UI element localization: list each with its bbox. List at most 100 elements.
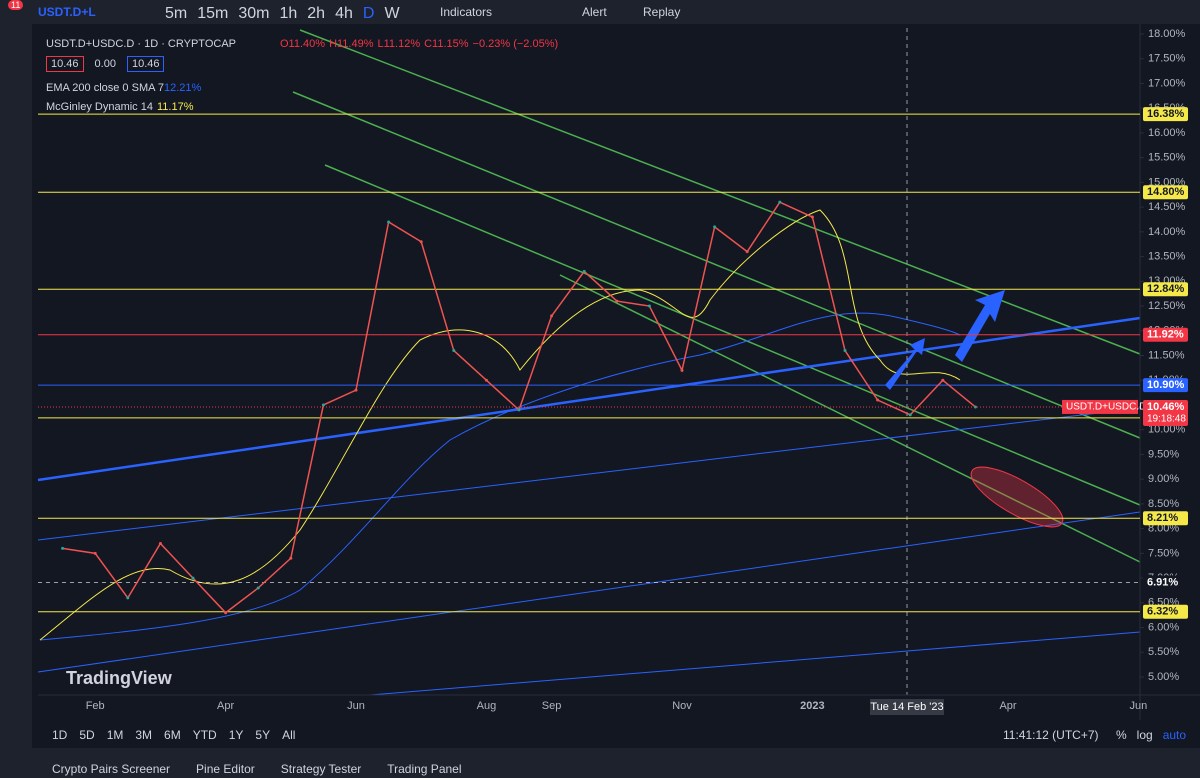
price-point: [224, 611, 228, 615]
top-toolbar: [0, 0, 1200, 24]
range-button[interactable]: 5D: [79, 728, 95, 742]
ohlc-value: O11.40%: [280, 38, 326, 50]
price-point: [647, 304, 651, 308]
countdown: 19:18:48: [1147, 414, 1186, 425]
legend-box: 0.00: [94, 58, 116, 70]
price-point: [550, 314, 554, 318]
scale-buttons: % log auto: [1116, 728, 1196, 742]
channel-line: [559, 274, 1141, 563]
left-toolbar: [0, 24, 32, 778]
last-price-box: [1143, 399, 1188, 426]
badge: 11: [8, 0, 24, 10]
tab[interactable]: Crypto Pairs Screener: [52, 762, 171, 776]
y-tick-label: 18.00%: [1148, 28, 1186, 40]
price-point: [484, 378, 488, 382]
price-point: [191, 576, 195, 580]
range-button[interactable]: 1Y: [228, 728, 244, 742]
interval[interactable]: D: [362, 5, 375, 22]
tabs: Crypto Pairs Screener Pine Editor Strategy…: [52, 762, 488, 776]
price-level-label: 16.38%: [1147, 108, 1185, 120]
y-tick-label: 13.50%: [1148, 250, 1186, 262]
x-tick-label: Aug: [477, 700, 497, 712]
range-button[interactable]: 1D: [52, 728, 68, 742]
ranges: 1D 5D 1M 3M 6M YTD 1Y 5Y All: [52, 728, 307, 742]
x-tick-label: Nov: [672, 700, 692, 712]
y-tick-label: 8.50%: [1148, 498, 1179, 510]
y-tick-label: 15.50%: [1148, 152, 1186, 164]
x-tick-label: Apr: [217, 700, 234, 712]
price-point: [289, 556, 293, 560]
bottom-panel: [0, 748, 1200, 778]
price-level-label: 10.90%: [1147, 379, 1185, 391]
trend-line: [37, 316, 1141, 482]
tab[interactable]: Strategy Tester: [280, 762, 362, 776]
interval[interactable]: W: [384, 5, 400, 22]
crosshair-label: Tue 14 Feb '23: [870, 701, 943, 713]
price-level-box: [1143, 604, 1188, 619]
mcginley-line: [39, 209, 961, 641]
channel-line: [292, 91, 1141, 439]
scale-button[interactable]: auto: [1162, 728, 1187, 742]
y-tick-label: 17.00%: [1148, 77, 1186, 89]
interval[interactable]: 2h: [307, 5, 326, 22]
interval[interactable]: 1h: [279, 5, 298, 22]
y-tick-label: 8.00%: [1148, 523, 1179, 535]
clock: 11:41:12 (UTC+7): [1003, 728, 1099, 742]
interval[interactable]: 5m: [165, 5, 188, 22]
range-button[interactable]: All: [282, 728, 296, 742]
tab[interactable]: Trading Panel: [387, 762, 462, 776]
replay-button[interactable]: Replay: [643, 5, 681, 19]
ema-value: 12.21%: [164, 82, 202, 94]
x-tick-label: Feb: [86, 700, 105, 712]
ohlc-value: C11.15%: [424, 38, 469, 50]
x-tick-label: Jun: [1130, 700, 1148, 712]
price-point: [354, 388, 358, 392]
y-tick-label: 7.50%: [1148, 547, 1179, 559]
legend-ohlc: O11.40% H11.49% L11.12% C11.15% −0.23% (−2.0…: [280, 38, 562, 50]
scale-button[interactable]: %: [1116, 728, 1127, 742]
legend-title: USDT.D+USDC.D · 1D · CRYPTOCAP: [46, 38, 236, 50]
price-level-box: [1143, 378, 1188, 393]
legend-box: 10.46: [126, 56, 165, 72]
legend-boxes: 10.46 0.00 10.46: [46, 56, 170, 72]
price-level-label: 11.92%: [1147, 329, 1184, 341]
interval[interactable]: 4h: [335, 5, 353, 22]
last-price-name: USDT.D+USDC.D: [1066, 402, 1146, 413]
range-button[interactable]: 1M: [106, 728, 124, 742]
x-tick-label: Sep: [542, 700, 562, 712]
y-tick-label: 10.00%: [1148, 424, 1186, 436]
price-point: [321, 403, 325, 407]
interval[interactable]: 30m: [238, 5, 270, 22]
ohlc-value: H11.49%: [329, 38, 374, 50]
symbol[interactable]: USDT.D+L: [38, 5, 96, 19]
price-point: [93, 551, 97, 555]
price-level-label: 12.84%: [1147, 283, 1185, 295]
price-point: [452, 349, 456, 353]
scale-button[interactable]: log: [1136, 728, 1153, 742]
price-level-box: [1143, 185, 1188, 200]
price-point: [517, 408, 521, 412]
range-button[interactable]: 5Y: [255, 728, 271, 742]
indicators-button[interactable]: Indicators: [440, 5, 493, 19]
price-point: [158, 541, 162, 545]
tab[interactable]: Pine Editor: [196, 762, 255, 776]
range-button[interactable]: YTD: [192, 728, 217, 742]
price-level-box: [1143, 511, 1188, 526]
price-level-box: [1143, 575, 1188, 590]
interval[interactable]: 15m: [197, 5, 229, 22]
range-button[interactable]: 3M: [135, 728, 153, 742]
y-tick-label: 5.00%: [1148, 671, 1179, 683]
alert-button[interactable]: Alert: [582, 5, 607, 19]
ohlc-value: L11.12%: [377, 38, 421, 50]
arrow: [955, 290, 1005, 362]
price-point: [810, 215, 814, 219]
trend-line: [369, 631, 1141, 696]
price-level-label: 14.80%: [1147, 186, 1185, 198]
mcginley-label: McGinley Dynamic 14: [46, 101, 153, 113]
y-tick-label: 16.00%: [1148, 127, 1186, 139]
price-point: [778, 200, 782, 204]
last-price-name-box: [1062, 399, 1138, 414]
y-tick-label: 9.50%: [1148, 448, 1179, 460]
range-button[interactable]: 6M: [164, 728, 181, 742]
